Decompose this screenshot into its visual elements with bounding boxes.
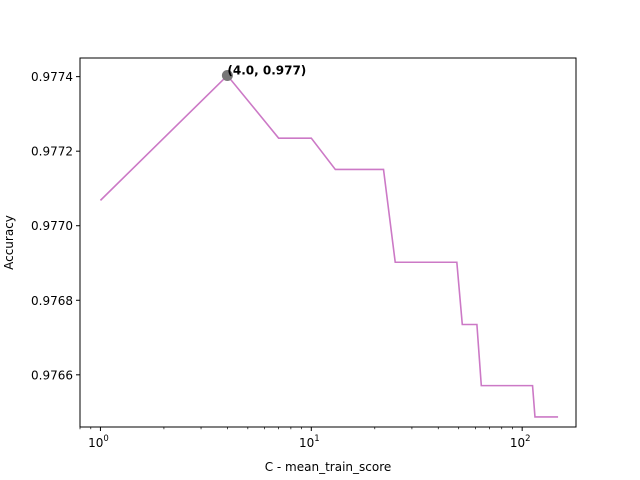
y-tick-label-3: 0.9772 <box>31 145 73 159</box>
highlight-point <box>221 70 233 82</box>
x-tick-label-0: 100 <box>88 434 109 450</box>
plot-area: (4.0, 0.977) <box>99 64 559 418</box>
highlight-annotation: (4.0, 0.977) <box>227 64 306 78</box>
y-axis-label: Accuracy <box>2 215 16 270</box>
x-axis-label: C - mean_train_score <box>265 460 392 474</box>
y-tick-label-4: 0.9774 <box>31 70 73 84</box>
x-tick-label-2: 102 <box>510 434 531 450</box>
plot-frame <box>79 57 577 428</box>
axes: 0.9766 0.9768 0.9770 0.9772 0.9774 100 101 102 <box>31 57 577 450</box>
series-line-0 <box>99 74 559 418</box>
x-tick-label-1: 101 <box>299 434 320 450</box>
y-tick-label-0: 0.9766 <box>31 368 73 382</box>
y-tick-label-2: 0.9770 <box>31 219 73 233</box>
y-tick-label-1: 0.9768 <box>31 294 73 308</box>
